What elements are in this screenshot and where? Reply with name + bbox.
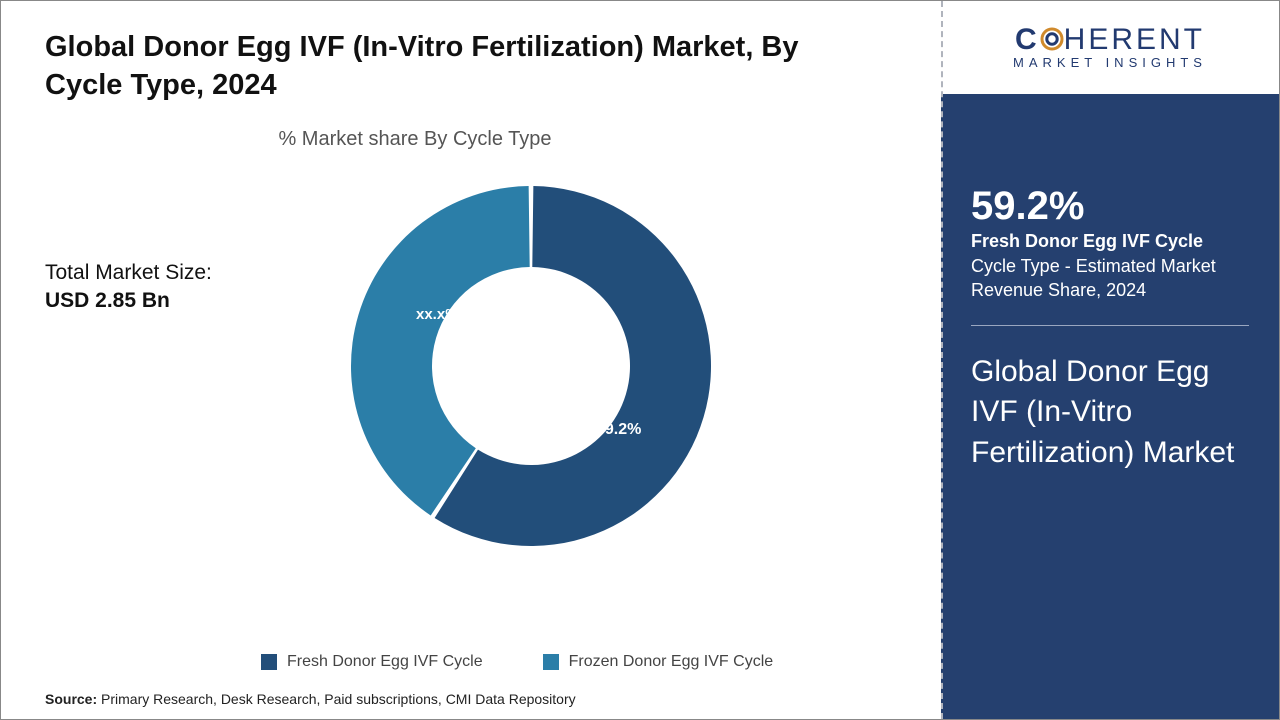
side-panel-divider xyxy=(971,325,1249,326)
source-label: Source: xyxy=(45,691,97,707)
brand-core: HERENT xyxy=(1064,23,1205,56)
legend-swatch-fresh xyxy=(261,654,277,670)
market-size-label: Total Market Size: xyxy=(45,261,212,284)
market-size-block: Total Market Size: USD 2.85 Bn xyxy=(45,261,212,313)
side-panel-percent: 59.2% xyxy=(971,184,1249,229)
legend-item: Fresh Donor Egg IVF Cycle xyxy=(261,653,483,671)
brand-sub: MARKET INSIGHTS xyxy=(965,55,1255,70)
side-area: C HERENT MARKET INSIGHTS 59.2% Fresh Dono… xyxy=(941,1,1279,719)
market-size-value: USD 2.85 Bn xyxy=(45,289,212,313)
source-text: Primary Research, Desk Research, Paid su… xyxy=(97,691,576,707)
donut-svg xyxy=(331,166,731,566)
legend-label: Frozen Donor Egg IVF Cycle xyxy=(569,653,774,671)
chart-subtitle: % Market share By Cycle Type xyxy=(105,128,725,151)
legend-item: Frozen Donor Egg IVF Cycle xyxy=(543,653,774,671)
brand-logo: C HERENT MARKET INSIGHTS xyxy=(941,23,1279,70)
page-root: Global Donor Egg IVF (In-Vitro Fertiliza… xyxy=(0,0,1280,720)
main-area: Global Donor Egg IVF (In-Vitro Fertiliza… xyxy=(1,1,941,719)
side-panel-lead: Fresh Donor Egg IVF Cycle xyxy=(971,231,1249,252)
side-panel: 59.2% Fresh Donor Egg IVF Cycle Cycle Ty… xyxy=(941,94,1279,719)
brand-name: C HERENT xyxy=(965,23,1255,57)
source-line: Source: Primary Research, Desk Research,… xyxy=(45,691,576,707)
legend-swatch-frozen xyxy=(543,654,559,670)
legend-label: Fresh Donor Egg IVF Cycle xyxy=(287,653,483,671)
side-panel-desc: Cycle Type - Estimated Market Revenue Sh… xyxy=(971,254,1249,303)
brand-ring-icon xyxy=(1040,25,1064,49)
page-title: Global Donor Egg IVF (In-Vitro Fertiliza… xyxy=(45,29,815,104)
brand-prefix: C xyxy=(1015,23,1040,56)
vertical-divider xyxy=(941,1,943,719)
slice-label-minor: xx.x% xyxy=(416,306,459,323)
side-panel-title: Global Donor Egg IVF (In-Vitro Fertiliza… xyxy=(971,352,1249,474)
donut-chart: 59.2% xx.x% xyxy=(331,166,731,566)
chart-legend: Fresh Donor Egg IVF Cycle Frozen Donor E… xyxy=(261,653,773,671)
slice-label-major: 59.2% xyxy=(596,421,641,439)
